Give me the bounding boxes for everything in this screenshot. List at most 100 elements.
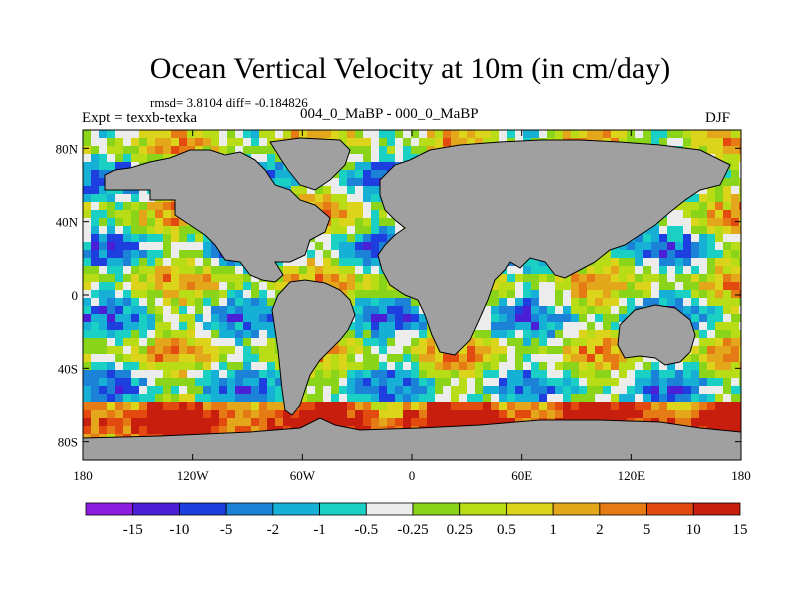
field-cell [139,410,147,418]
field-cell [411,130,419,138]
field-cell [371,210,379,218]
field-cell [483,346,491,354]
field-cell [331,402,339,410]
field-cell [707,266,715,274]
field-cell [83,290,91,298]
field-cell [91,290,99,298]
field-cell [99,186,107,194]
field-cell [371,138,379,146]
field-cell [219,298,227,306]
field-cell [667,242,675,250]
field-cell [467,402,475,410]
field-cell [275,394,283,402]
field-cell [387,218,395,226]
field-cell [115,218,123,226]
field-cell [635,354,643,362]
field-cell [667,234,675,242]
field-cell [331,250,339,258]
field-cell [371,418,379,426]
field-cell [139,210,147,218]
field-cell [723,258,731,266]
field-cell [587,322,595,330]
field-cell [587,314,595,322]
field-cell [115,410,123,418]
field-cell [379,338,387,346]
field-cell [571,378,579,386]
field-cell [227,410,235,418]
field-cell [251,306,259,314]
field-cell [683,362,691,370]
field-cell [627,274,635,282]
field-cell [299,394,307,402]
field-cell [203,298,211,306]
field-cell [523,386,531,394]
field-cell [123,306,131,314]
field-cell [587,338,595,346]
field-cell [723,130,731,138]
field-cell [539,362,547,370]
field-cell [451,138,459,146]
field-cell [491,314,499,322]
field-cell [315,194,323,202]
field-cell [483,322,491,330]
field-cell [83,250,91,258]
field-cell [387,138,395,146]
field-cell [403,386,411,394]
field-cell [643,258,651,266]
field-cell [587,378,595,386]
field-cell [147,394,155,402]
field-cell [707,298,715,306]
field-cell [403,370,411,378]
field-cell [163,154,171,162]
field-cell [107,162,115,170]
field-cell [347,202,355,210]
field-cell [123,162,131,170]
field-cell [339,402,347,410]
field-cell [203,138,211,146]
field-cell [259,346,267,354]
field-cell [411,354,419,362]
field-cell [531,402,539,410]
field-cell [331,242,339,250]
field-cell [427,418,435,426]
field-cell [163,338,171,346]
lon-tick-label: 120E [618,468,646,483]
field-cell [635,130,643,138]
field-cell [243,378,251,386]
field-cell [523,402,531,410]
field-cell [723,314,731,322]
field-cell [107,314,115,322]
field-cell [651,234,659,242]
field-cell [539,410,547,418]
field-cell [99,338,107,346]
field-cell [147,306,155,314]
field-cell [227,138,235,146]
field-cell [115,362,123,370]
field-cell [531,282,539,290]
field-cell [251,290,259,298]
field-cell [363,242,371,250]
field-cell [499,394,507,402]
field-cell [643,394,651,402]
field-cell [195,130,203,138]
field-cell [355,314,363,322]
field-cell [555,314,563,322]
field-cell [395,306,403,314]
field-cell [371,194,379,202]
field-cell [323,194,331,202]
field-cell [83,346,91,354]
field-cell [699,226,707,234]
field-cell [739,242,741,250]
field-cell [675,410,683,418]
field-cell [259,130,267,138]
field-cell [99,354,107,362]
field-cell [419,378,427,386]
field-cell [99,218,107,226]
field-cell [179,138,187,146]
land-eurasia-africa [377,139,731,356]
field-cell [163,130,171,138]
field-cell [363,370,371,378]
field-cell [307,258,315,266]
field-cell [739,418,741,426]
field-cell [371,186,379,194]
